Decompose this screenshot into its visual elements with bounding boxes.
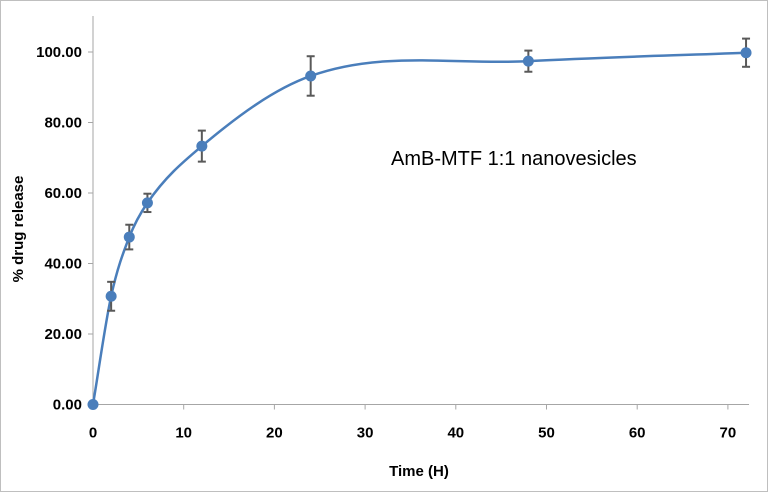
- x-tick-label: 0: [89, 425, 97, 442]
- series-line: [91, 51, 747, 405]
- x-tick-label: 30: [357, 425, 374, 442]
- y-tick-label: 100.00: [36, 44, 82, 61]
- data-point: [522, 55, 534, 67]
- x-tick-label: 50: [538, 425, 555, 442]
- data-point: [123, 231, 135, 243]
- data-point: [141, 197, 153, 209]
- data-point: [740, 47, 752, 59]
- data-point: [87, 399, 99, 410]
- y-tick-label: 0.00: [53, 397, 82, 414]
- x-tick-label: 20: [266, 425, 283, 442]
- y-tick-label: 20.00: [44, 326, 82, 343]
- x-tick-label: 40: [447, 425, 464, 442]
- x-tick-label: 60: [629, 425, 646, 442]
- x-tick-label: 70: [720, 425, 737, 442]
- y-tick-label: 40.00: [44, 256, 82, 273]
- y-axis-label: % drug release: [10, 176, 27, 283]
- data-point: [305, 70, 317, 82]
- x-axis-label: Time (H): [389, 463, 449, 480]
- chart-annotation: AmB-MTF 1:1 nanovesicles: [391, 148, 637, 170]
- data-point: [105, 290, 117, 302]
- data-point: [196, 140, 208, 152]
- y-tick-label: 60.00: [44, 185, 82, 202]
- y-tick-label: 80.00: [44, 115, 82, 132]
- x-tick-label: 10: [175, 425, 192, 442]
